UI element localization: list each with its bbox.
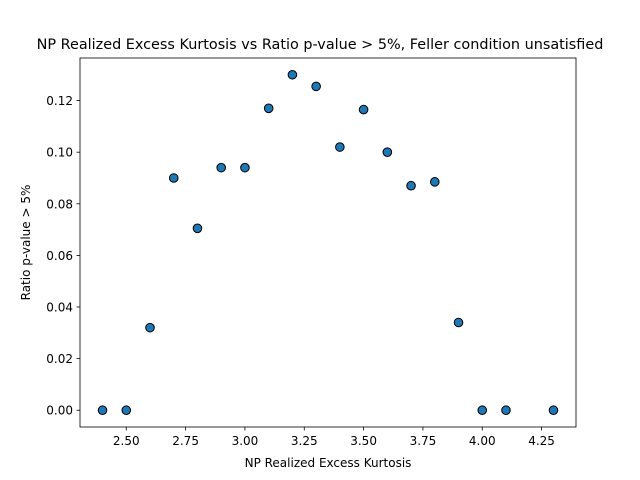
x-tick-label: 3.25 <box>291 434 318 448</box>
y-tick-label: 0.02 <box>46 352 73 366</box>
y-tick-label: 0.10 <box>46 146 73 160</box>
x-tick-label: 3.75 <box>410 434 437 448</box>
x-tick-label: 2.75 <box>172 434 199 448</box>
y-tick-label: 0.06 <box>46 249 73 263</box>
x-tick-label: 3.50 <box>350 434 377 448</box>
y-axis-label: Ratio p-value > 5% <box>19 185 33 301</box>
y-axis: 0.00 0.02 0.04 0.06 0.08 0.10 0.12 <box>46 94 80 418</box>
data-point <box>429 177 440 187</box>
chart-title: NP Realized Excess Kurtosis vs Ratio p-v… <box>37 37 604 53</box>
data-point <box>501 405 511 416</box>
plot-area <box>79 57 577 428</box>
x-tick-label: 4.00 <box>469 434 496 448</box>
y-tick-label: 0.04 <box>46 301 73 315</box>
data-point <box>311 81 321 92</box>
data-point <box>548 405 559 416</box>
data-points <box>97 69 559 416</box>
data-point <box>335 142 345 152</box>
data-point <box>121 405 132 416</box>
data-point <box>406 180 416 191</box>
y-tick-label: 0.12 <box>46 94 73 108</box>
data-point <box>192 223 203 234</box>
x-tick-label: 3.00 <box>232 434 259 448</box>
data-point <box>263 103 274 114</box>
data-point <box>240 162 250 173</box>
data-point <box>216 162 227 173</box>
data-point <box>453 317 464 328</box>
y-tick-label: 0.08 <box>46 197 73 211</box>
data-point <box>287 69 298 80</box>
data-point <box>97 405 108 416</box>
data-point <box>477 405 488 416</box>
x-axis: 2.50 2.75 3.00 3.25 3.50 3.75 4.00 4.25 <box>113 427 555 448</box>
x-tick-label: 4.25 <box>528 434 555 448</box>
data-point <box>145 322 155 333</box>
x-axis-label: NP Realized Excess Kurtosis <box>245 456 412 470</box>
data-point <box>358 104 369 115</box>
x-tick-label: 2.50 <box>113 434 140 448</box>
data-point <box>382 147 393 157</box>
y-tick-label: 0.00 <box>46 404 73 418</box>
data-point <box>168 173 179 183</box>
